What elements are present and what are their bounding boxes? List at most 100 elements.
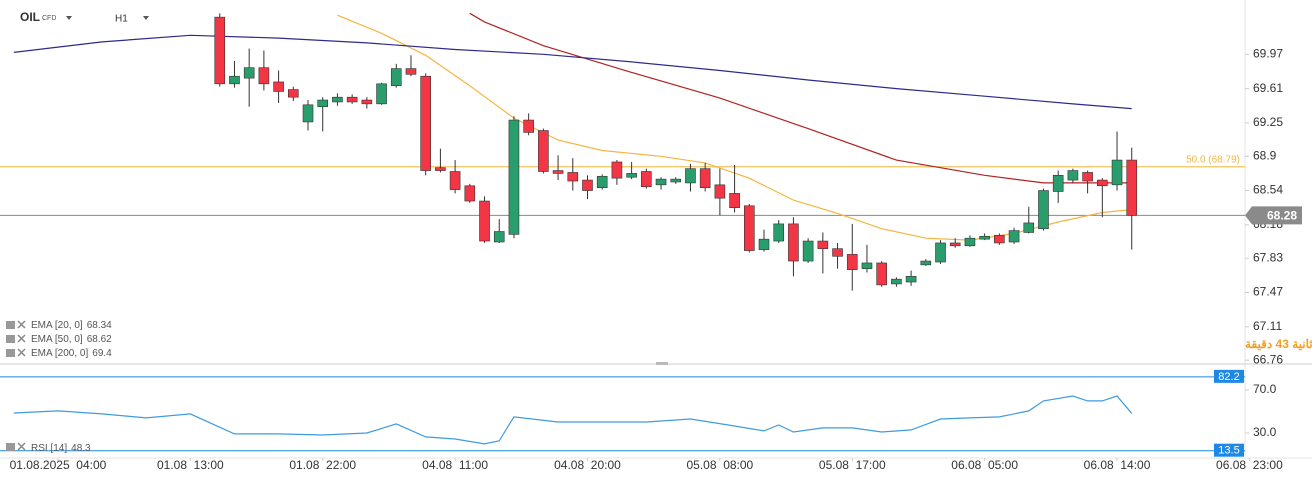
candle-body (788, 223, 799, 262)
candle-body (523, 119, 534, 133)
candle-body (817, 240, 829, 249)
symbol-dropdown[interactable] (66, 16, 72, 20)
candle-body (979, 235, 990, 240)
candle-body (479, 200, 490, 242)
legend-settings-icon[interactable] (6, 443, 15, 451)
candle-body (773, 223, 785, 242)
y-tick-label: 69.97 (1253, 46, 1283, 60)
candle-body (832, 248, 843, 257)
candle-body (920, 260, 932, 266)
y-tick-label: 67.83 (1253, 250, 1283, 264)
candle-body (626, 173, 637, 178)
x-tick-label: 01.08 22:00 (289, 458, 356, 472)
candle-body (949, 242, 961, 247)
y-tick-label: 67.11 (1253, 319, 1282, 333)
legend-name: EMA [50, 0] (31, 334, 83, 345)
legend-name: EMA [200, 0] (31, 348, 88, 359)
candle-body (758, 238, 770, 250)
candle-body (1038, 190, 1049, 229)
candle-body (964, 237, 976, 247)
legend-close-icon[interactable] (17, 334, 26, 343)
ema-line (469, 12, 1132, 184)
legend-settings-icon[interactable] (6, 321, 15, 329)
candle-body (994, 235, 1005, 244)
candle-body (699, 168, 711, 188)
legend-close-icon[interactable] (17, 442, 26, 451)
y-tick-label: 69.25 (1253, 115, 1283, 129)
x-tick-label: 06.08 14:00 (1084, 458, 1151, 472)
x-tick-label: 06.08 23:00 (1216, 458, 1283, 472)
candle-body (935, 242, 946, 263)
instrument: CFD (42, 15, 56, 22)
legend-value: 68.62 (87, 334, 112, 345)
current-price-label: 68.28 (1267, 208, 1297, 222)
candle-body (346, 96, 358, 103)
x-tick-label: 01.08.2025 04:00 (10, 458, 107, 472)
candle-body (802, 240, 814, 262)
x-tick-label: 05.08 08:00 (687, 458, 754, 472)
legend-entry: EMA [50, 0] 68.62 (31, 334, 112, 345)
timeframe-dropdown[interactable] (143, 16, 149, 20)
price-plot (0, 12, 1245, 291)
candle-body (655, 178, 667, 186)
candle-body (891, 278, 902, 285)
panel-handle[interactable] (656, 362, 668, 365)
fib-level-label: 50.0 (68.79) (1186, 154, 1240, 165)
legend-settings-icon[interactable] (6, 335, 15, 343)
candle-body (743, 205, 755, 251)
y-tick-label: 67.47 (1253, 285, 1283, 299)
candle-body (405, 68, 417, 75)
rsi-level-tag (1214, 443, 1244, 457)
x-tick-label: 05.08 17:00 (819, 458, 886, 472)
candle-body (582, 179, 593, 191)
rsi-level-label: 13.5 (1218, 445, 1239, 457)
candle-body (729, 193, 740, 209)
candle-body (361, 99, 373, 105)
candle-body (390, 68, 402, 87)
candle-body (567, 172, 579, 182)
symbol: OIL (20, 10, 40, 24)
candle-body (552, 170, 564, 174)
rsi-level-label: 82.2 (1218, 371, 1239, 383)
candle-body (714, 184, 726, 199)
legend-close-icon[interactable] (17, 320, 26, 329)
candle-body (1097, 179, 1108, 187)
candle-body (1052, 175, 1064, 192)
candle-body (1023, 222, 1035, 233)
x-tick-label: 01.08 13:00 (157, 458, 224, 472)
rsi-legend: RSI [14] 48.3 (31, 443, 91, 454)
legend-name: RSI [14] (31, 443, 67, 454)
candle-body (641, 171, 652, 188)
candle-body (1111, 159, 1123, 186)
y-tick-label: 68.9 (1253, 148, 1277, 162)
legend-value: 69.4 (92, 348, 112, 359)
candle-body (288, 89, 299, 98)
candle-body (258, 67, 270, 85)
candle-body (317, 99, 329, 108)
x-tick-label: 04.08 20:00 (554, 458, 621, 472)
candle-body (670, 178, 682, 183)
x-tick-label: 06.08 05:00 (951, 458, 1018, 472)
timeframe: H1 (115, 14, 128, 25)
candle-body (685, 168, 696, 184)
rsi-line (13, 395, 1133, 445)
countdown: 25 ثانية 43 دقيقة (1245, 337, 1312, 351)
candle-body (243, 67, 255, 79)
candle-body (273, 81, 284, 92)
candle-body (493, 231, 505, 243)
candle-body (1067, 170, 1079, 181)
legend-settings-icon[interactable] (6, 349, 15, 357)
current-price-tag (1245, 206, 1302, 225)
candle-body (846, 254, 858, 270)
ema-line (13, 34, 1132, 110)
y-tick-label: 70.0 (1253, 382, 1277, 396)
candle-body (1082, 172, 1093, 182)
legend-value: 68.34 (87, 320, 112, 331)
legend-value: 48.3 (71, 443, 91, 454)
candle-body (905, 275, 917, 283)
candle-body (861, 262, 873, 269)
legend-close-icon[interactable] (17, 348, 26, 357)
candle-body (229, 75, 240, 85)
candle-body (876, 262, 887, 286)
